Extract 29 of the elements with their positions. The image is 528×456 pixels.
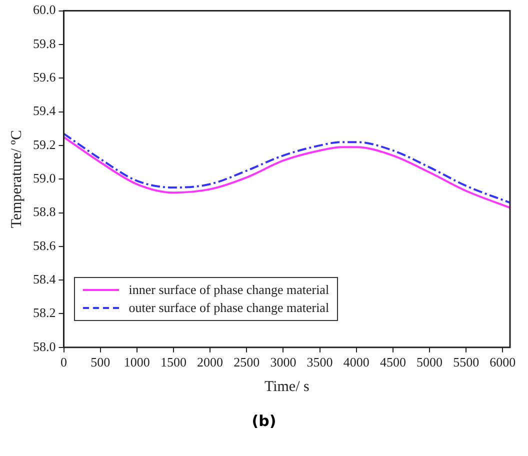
legend-label: outer surface of phase change material [128, 300, 330, 316]
y-tick-label: 58.2 [33, 305, 56, 320]
x-tick-label: 3000 [270, 354, 296, 370]
y-tick-label: 58.4 [33, 272, 56, 286]
y-tick-label: 59.2 [33, 136, 56, 152]
legend-label: inner surface of phase change material [128, 282, 330, 298]
y-axis-title: Temperature/ ºC [8, 130, 25, 228]
y-tick-label: 59.8 [33, 36, 56, 51]
y-tick-label: 60.0 [33, 2, 56, 18]
text: (b) [250, 412, 278, 430]
x-tick-label: 6000 [490, 354, 516, 370]
x-tick-label: 5000 [416, 354, 443, 370]
x-tick-label: 3500 [306, 354, 333, 370]
y-tick-label: 59.0 [33, 170, 56, 186]
x-tick-label: 2000 [197, 354, 224, 370]
x-tick-label: 0 [60, 354, 67, 370]
x-tick-label: 1000 [124, 354, 150, 370]
x-tick-label: 500 [90, 354, 110, 370]
y-tick-label: 59.4 [33, 103, 56, 118]
y-tick-label: 58.6 [33, 238, 56, 253]
x-tick-label: 2500 [234, 354, 260, 370]
y-tick-label: 59.6 [33, 70, 56, 85]
y-tick-label: 58.0 [33, 338, 56, 354]
x-tick-label: 5500 [453, 354, 480, 370]
y-tick-label: 58.8 [33, 204, 56, 220]
x-tick-label: 1500 [160, 354, 186, 370]
x-tick-label: 4500 [380, 354, 406, 370]
x-tick-label: 4000 [343, 354, 370, 370]
x-axis-title: Time/ s [264, 378, 310, 395]
